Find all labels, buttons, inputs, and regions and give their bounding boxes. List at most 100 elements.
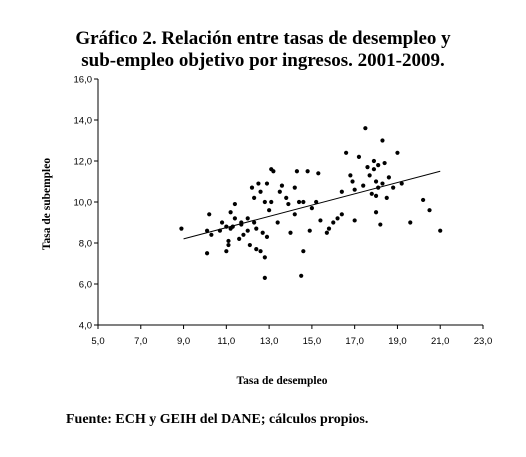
data-point bbox=[254, 247, 259, 252]
data-point bbox=[363, 126, 368, 131]
data-point bbox=[376, 163, 381, 168]
data-point bbox=[365, 165, 370, 170]
data-point bbox=[232, 216, 237, 221]
data-point bbox=[204, 251, 210, 256]
title-line-2: sub-empleo objetivo por ingresos. 2001-2… bbox=[81, 50, 445, 71]
data-point bbox=[279, 183, 285, 188]
chart-title: Gráfico 2. Relación entre tasas de desem… bbox=[0, 28, 526, 72]
data-point bbox=[367, 173, 372, 178]
y-tick-label: 14,0 bbox=[74, 116, 93, 127]
x-tick-label: 11,0 bbox=[217, 336, 235, 347]
data-point bbox=[344, 150, 349, 155]
x-axis-label: Tasa de desempleo bbox=[237, 375, 328, 387]
data-point bbox=[373, 210, 379, 215]
y-tick-label: 10,0 bbox=[74, 198, 93, 209]
data-point bbox=[254, 226, 259, 231]
x-tick-label: 5,0 bbox=[91, 336, 104, 347]
data-point bbox=[373, 179, 379, 184]
data-point bbox=[391, 185, 396, 190]
data-point bbox=[361, 183, 366, 188]
trendline bbox=[183, 170, 441, 240]
data-point bbox=[371, 167, 377, 172]
y-tick-label: 8,0 bbox=[79, 239, 92, 250]
data-point bbox=[324, 230, 329, 235]
data-point bbox=[314, 199, 319, 205]
data-point bbox=[262, 275, 267, 280]
data-point bbox=[326, 226, 332, 231]
x-tick-label: 19,0 bbox=[388, 336, 407, 347]
data-point bbox=[356, 154, 362, 159]
data-point bbox=[258, 189, 263, 194]
data-point bbox=[380, 181, 385, 186]
x-tick-label: 15,0 bbox=[303, 336, 322, 347]
data-point bbox=[284, 195, 289, 200]
data-point bbox=[224, 249, 229, 254]
title-line-1: Gráfico 2. Relación entre tasas de desem… bbox=[75, 28, 451, 49]
data-point bbox=[384, 195, 389, 200]
axes: 4,0 6,0 8,0 10,0 12,0 14,0 16,0 5,0 7,0 9,0 11,0 13… bbox=[74, 75, 493, 348]
data-point bbox=[262, 255, 267, 260]
data-point bbox=[264, 234, 270, 239]
x-tick-label: 17,0 bbox=[345, 336, 364, 347]
data-point bbox=[228, 210, 233, 215]
data-point bbox=[245, 216, 250, 221]
y-tick-label: 16,0 bbox=[74, 75, 93, 86]
data-point bbox=[247, 242, 252, 248]
points-group bbox=[179, 126, 443, 280]
y-axis-label: Tasa de subempleo bbox=[41, 158, 53, 250]
data-point bbox=[232, 201, 237, 207]
data-point bbox=[264, 181, 270, 186]
data-point bbox=[438, 228, 443, 233]
data-point bbox=[237, 236, 242, 241]
data-point bbox=[286, 201, 291, 207]
data-point bbox=[292, 185, 297, 190]
data-point bbox=[299, 273, 304, 278]
data-point bbox=[421, 197, 426, 203]
x-tick-label: 7,0 bbox=[134, 336, 147, 347]
data-point bbox=[269, 199, 274, 205]
data-point bbox=[224, 224, 229, 229]
data-point bbox=[305, 169, 310, 174]
data-point bbox=[267, 208, 272, 213]
data-point bbox=[373, 193, 379, 198]
x-tick-label: 23,0 bbox=[474, 336, 493, 347]
data-point bbox=[309, 206, 314, 211]
data-point bbox=[262, 199, 267, 205]
source-note: Fuente: ECH y GEIH del DANE; cálculos pr… bbox=[66, 412, 369, 427]
y-tick-label: 4,0 bbox=[79, 321, 92, 332]
data-point bbox=[380, 138, 385, 143]
x-tick-label: 9,0 bbox=[177, 336, 190, 347]
data-point bbox=[307, 228, 312, 233]
data-point bbox=[339, 189, 344, 194]
data-point bbox=[271, 169, 276, 174]
data-point bbox=[256, 181, 261, 186]
data-point bbox=[331, 220, 336, 225]
data-point bbox=[288, 230, 293, 235]
data-point bbox=[335, 216, 340, 221]
data-point bbox=[376, 185, 381, 190]
data-point bbox=[301, 249, 306, 254]
data-point bbox=[275, 220, 280, 225]
data-point bbox=[395, 150, 400, 155]
data-point bbox=[296, 199, 302, 205]
data-point bbox=[245, 228, 250, 233]
data-point bbox=[258, 249, 263, 254]
data-point bbox=[252, 220, 257, 225]
data-point bbox=[230, 224, 235, 229]
data-point bbox=[427, 208, 432, 213]
data-point bbox=[260, 230, 265, 235]
data-point bbox=[301, 199, 306, 205]
data-point bbox=[239, 222, 244, 227]
data-point bbox=[292, 212, 297, 217]
data-point bbox=[348, 173, 353, 178]
data-point bbox=[241, 232, 246, 237]
data-point bbox=[277, 189, 282, 194]
data-point bbox=[386, 175, 391, 180]
y-tick-label: 6,0 bbox=[79, 280, 92, 291]
data-point bbox=[316, 171, 321, 176]
data-point bbox=[352, 187, 357, 192]
data-point bbox=[217, 228, 223, 233]
data-point bbox=[249, 185, 255, 190]
data-point bbox=[371, 158, 377, 164]
